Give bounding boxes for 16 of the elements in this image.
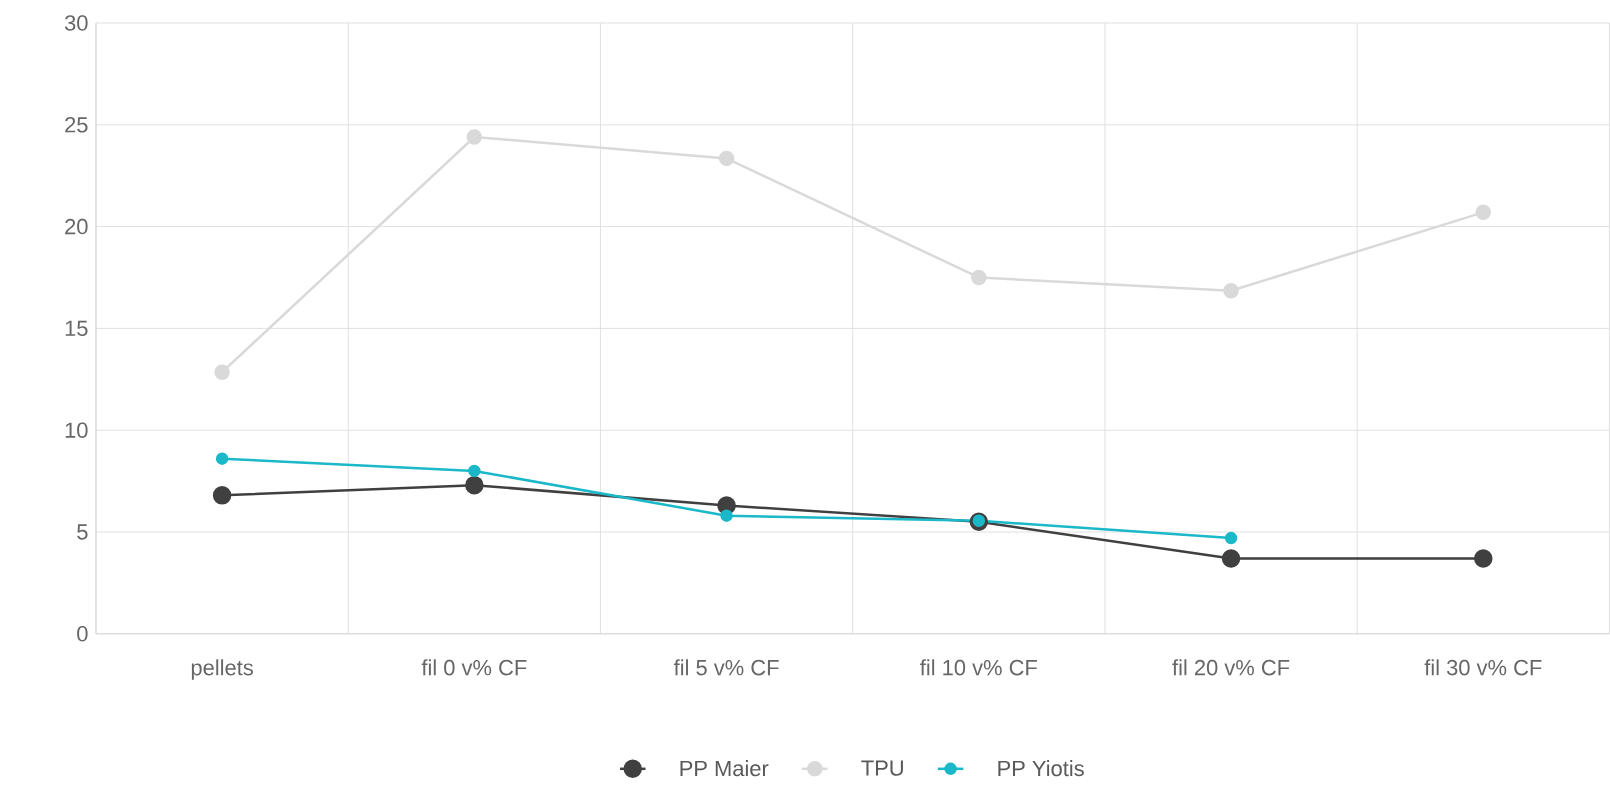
x-tick-label: fil 30 v% CF bbox=[1424, 659, 1542, 676]
y-tick-label: 30 bbox=[64, 15, 88, 31]
x-tick-label: fil 20 v% CF bbox=[1172, 659, 1290, 676]
x-tick-label: fil 5 v% CF bbox=[673, 659, 779, 676]
y-tick-label: 15 bbox=[65, 320, 88, 337]
legend-label: PP Maier bbox=[680, 760, 769, 777]
y-tick-label: 10 bbox=[65, 422, 88, 439]
x-tick-label: pellets bbox=[191, 659, 253, 680]
x-tick-label: fil 0 v% CF bbox=[421, 659, 527, 676]
x-tick-label: fil 10 v% CF bbox=[920, 659, 1037, 676]
legend-label: TPU bbox=[861, 760, 903, 776]
y-tick-label: 20 bbox=[65, 218, 88, 235]
legend-label: PP Yiotis bbox=[998, 760, 1084, 777]
y-tick-label: 5 bbox=[77, 524, 88, 540]
y-tick-label: 25 bbox=[65, 117, 88, 133]
y-tick-label: 0 bbox=[77, 626, 88, 642]
